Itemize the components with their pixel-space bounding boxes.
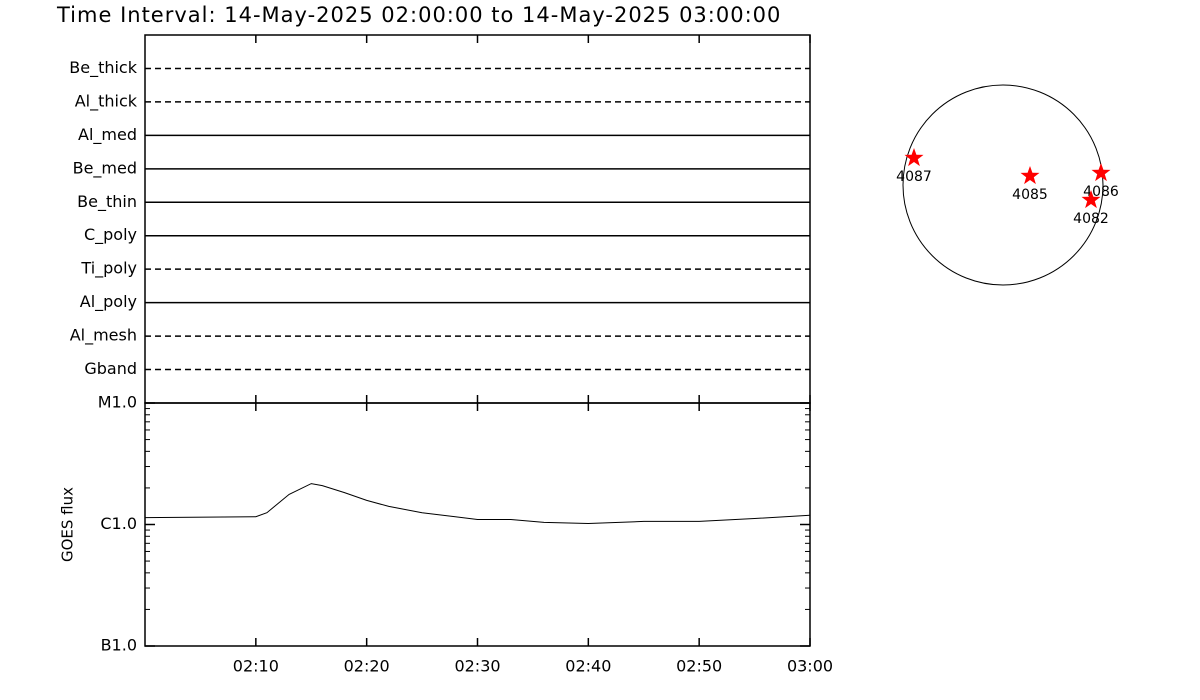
region-marker [1091,163,1111,182]
x-tick-label: 02:50 [676,657,722,676]
filter-label: Al_thick [75,91,138,111]
filter-label: Ti_poly [80,259,137,279]
filter-panel [144,34,811,404]
region-label: 4085 [1012,187,1048,203]
y-axis-label: GOES flux [59,487,77,562]
x-tick-label: 02:10 [233,657,279,676]
x-tick-label: 02:20 [344,657,390,676]
y-tick-label: B1.0 [101,636,137,655]
filter-label: Be_thick [69,58,137,78]
region-label: 4087 [896,169,932,185]
region-marker [904,148,924,167]
region-marker [1020,166,1040,185]
filter-label: Gband [84,359,137,378]
y-tick-label: C1.0 [100,514,137,533]
x-tick-label: 02:40 [565,657,611,676]
goes-curve [144,483,811,525]
goes-panel [144,402,811,647]
sun-disk [902,84,1104,286]
filter-label: C_poly [84,225,137,245]
region-marker [1081,190,1101,209]
region-label: 4082 [1073,211,1109,227]
filter-label: Al_med [78,125,137,145]
x-tick-label: 02:30 [454,657,500,676]
filter-label: Be_med [73,158,137,178]
chart-title: Time Interval: 14-May-2025 02:00:00 to 1… [56,3,781,27]
y-tick-label: M1.0 [98,393,137,412]
filter-label: Al_poly [80,292,137,312]
filter-label: Be_thin [77,192,137,212]
filter-label: Al_mesh [70,326,137,346]
x-tick-label: 03:00 [787,657,833,676]
